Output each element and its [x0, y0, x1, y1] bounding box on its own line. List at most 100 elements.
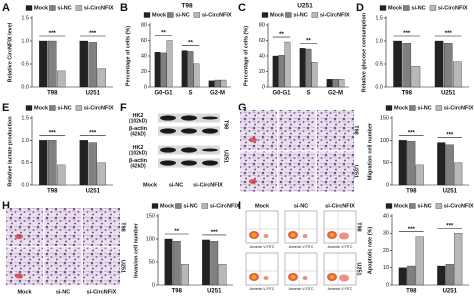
micrograph [44, 247, 82, 286]
flow-axis-label: Annexin V-FITC [289, 287, 314, 291]
blot-signal [160, 160, 176, 166]
y-tick-label: 50 [383, 160, 389, 166]
y-tick-label: 20 [259, 69, 265, 75]
x-tick-label: T98 [47, 189, 58, 195]
significance-label: *** [211, 230, 219, 236]
micrograph [83, 247, 120, 286]
legend-label: Mock [388, 5, 403, 11]
y-axis-label: Invasion cell number [133, 222, 139, 278]
flow-plot [323, 210, 357, 244]
bar [79, 140, 89, 186]
micrograph [240, 110, 277, 150]
legend-label: Mock [394, 105, 409, 111]
cell-cluster-core [290, 233, 296, 237]
band-name: HK2 [132, 113, 143, 119]
x-tick-label: U251 [443, 189, 458, 195]
column-label: si-NC [56, 289, 70, 295]
band-size: (42kD) [130, 163, 146, 169]
y-tick-label: 20 [141, 69, 147, 75]
stain-spot [14, 273, 23, 279]
blot-signal [181, 147, 197, 153]
legend-swatch [193, 12, 201, 18]
bar [454, 233, 463, 286]
y-tick-label: 0 [386, 182, 389, 188]
bar [338, 79, 345, 88]
significance-label: *** [89, 31, 97, 37]
bar [434, 40, 444, 88]
x-tick-label: U251 [86, 91, 101, 97]
y-tick-label: 0.5 [21, 160, 29, 166]
legend-label: si-NC [57, 5, 71, 11]
bar [160, 52, 167, 88]
significance-label: *** [445, 31, 453, 37]
y-tick-label: 1.5 [375, 15, 383, 21]
x-tick-label: T98 [172, 289, 183, 295]
blot-signal [160, 128, 176, 134]
stain-spot [14, 234, 23, 239]
legend-label: Mock [152, 12, 167, 18]
legend-label: si-CircNFIX [444, 203, 474, 209]
y-tick-label: 1.0 [375, 38, 383, 44]
blot-signal [202, 128, 218, 134]
significance-label: *** [49, 130, 57, 136]
legend-swatch [409, 105, 416, 111]
y-tick-label: 50 [149, 259, 155, 265]
column-label: si-CircNFIX [87, 289, 117, 295]
lane-label: si-CircNFIX [193, 182, 223, 188]
y-tick-label: 0.5 [21, 61, 29, 67]
legend-label: si-CircNFIX [438, 5, 468, 11]
significance-label: *** [446, 133, 454, 139]
y-axis-label: Relative lactate production [7, 116, 13, 187]
legend-swatch [409, 203, 416, 209]
bar [407, 265, 416, 286]
bar [48, 40, 57, 88]
blot-signal [202, 148, 218, 152]
legend-label: Mock [394, 203, 409, 209]
cell-cluster-core [290, 275, 296, 279]
bar [181, 50, 188, 88]
band-size: (102kD) [129, 150, 147, 156]
bar [187, 51, 194, 88]
panel-letter: A [2, 2, 10, 14]
apoptotic-cluster [302, 276, 308, 280]
column-label: si-CircNFIX [325, 203, 355, 209]
x-tick-label: T98 [402, 91, 413, 97]
flow-plot [245, 210, 279, 244]
x-tick-label: T98 [406, 289, 417, 295]
legend-swatch [435, 105, 443, 111]
bar [210, 241, 219, 286]
legend-swatch [285, 12, 292, 18]
y-tick-label: 40 [383, 213, 389, 219]
y-axis-label: Relative CircNFIX level [7, 22, 13, 82]
bar [402, 43, 412, 88]
stain-spot [248, 179, 257, 184]
flow-plot [284, 252, 318, 286]
apoptotic-cluster [302, 234, 308, 238]
legend-label: si-CircNFIX [202, 12, 232, 18]
significance-label: ** [161, 31, 166, 37]
bar [415, 164, 424, 186]
bar [453, 61, 462, 88]
flow-axis-label: Annexin V-FITC [289, 245, 314, 249]
flow-axis-label: Annexin V-FITC [250, 287, 275, 291]
y-tick-label: 40 [141, 53, 147, 59]
bar [332, 79, 339, 88]
y-tick-label: 100 [146, 236, 155, 242]
panel-letter: H [2, 200, 10, 212]
bar [214, 79, 221, 88]
significance-label: *** [408, 227, 416, 233]
y-tick-label: 0.0 [375, 84, 383, 90]
legend-swatch [385, 203, 393, 209]
x-tick-label: U251 [443, 289, 458, 295]
legend-label: si-CircNFIX [444, 105, 474, 111]
row-label: T98 [120, 222, 126, 231]
stain-spot [248, 137, 257, 143]
bar [172, 241, 181, 286]
legend-swatch [261, 12, 269, 18]
y-tick-label: 100 [380, 138, 389, 144]
significance-label: ** [306, 38, 311, 44]
significance-label: *** [446, 223, 454, 229]
band-size: (42kD) [130, 131, 146, 137]
x-tick-label: S [306, 91, 310, 97]
panel-letter: G [238, 102, 247, 114]
